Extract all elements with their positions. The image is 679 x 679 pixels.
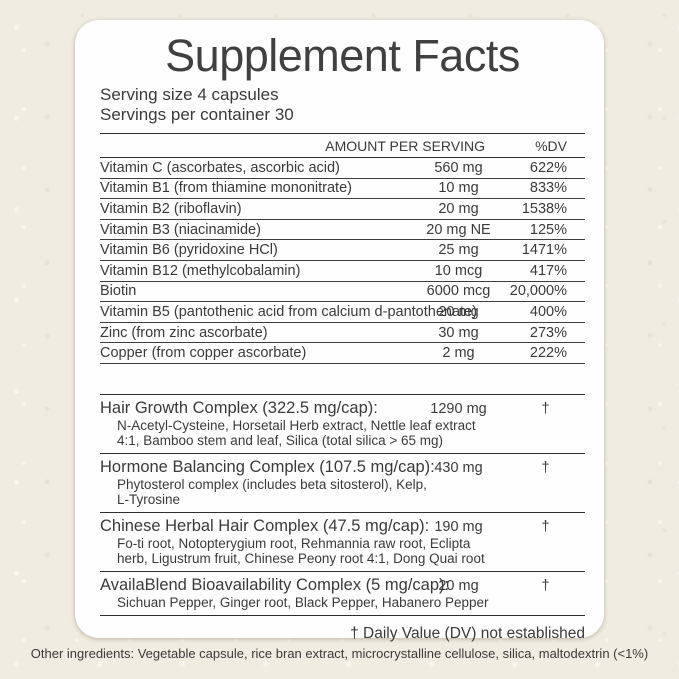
nutrient-dv: 417% xyxy=(529,262,567,279)
supplement-facts-card: Supplement Facts Serving size 4 capsules… xyxy=(75,20,604,642)
complex-header-row: AvailaBlend Bioavailability Complex (5 m… xyxy=(100,576,585,595)
complex-name: AvailaBlend Bioavailability Complex (5 m… xyxy=(100,575,450,594)
complex-dv-dagger: † xyxy=(541,400,550,417)
serving-size: Serving size 4 capsules xyxy=(100,85,279,104)
label-title: Supplement Facts xyxy=(165,30,520,81)
nutrient-amount: 20 mg xyxy=(438,303,479,320)
complexes-table: Hair Growth Complex (322.5 mg/cap): 1290… xyxy=(100,393,585,616)
complex-name: Hormone Balancing Complex (107.5 mg/cap)… xyxy=(100,457,435,476)
nutrient-row: Vitamin B2 (riboflavin) 20 mg 1538% xyxy=(100,199,585,220)
complex-amount: 190 mg xyxy=(434,518,483,535)
nutrient-dv: 125% xyxy=(529,221,567,238)
other-ingredients: Other ingredients: Vegetable capsule, ri… xyxy=(30,646,649,661)
complex-section: Chinese Herbal Hair Complex (47.5 mg/cap… xyxy=(100,513,585,572)
nutrient-name: Vitamin B1 (from thiamine mononitrate) xyxy=(100,180,352,197)
nutrient-amount: 20 mg NE xyxy=(426,221,491,238)
nutrient-amount: 560 mg xyxy=(434,159,483,176)
nutrient-row: Vitamin B12 (methylcobalamin) 10 mcg 417… xyxy=(100,261,585,282)
nutrient-name: Vitamin B12 (methylcobalamin) xyxy=(100,262,301,279)
complex-header-row: Hair Growth Complex (322.5 mg/cap): 1290… xyxy=(100,399,585,418)
complex-section: Hormone Balancing Complex (107.5 mg/cap)… xyxy=(100,454,585,513)
servings-per-container: Servings per container 30 xyxy=(100,105,294,124)
nutrient-name: Vitamin B2 (riboflavin) xyxy=(100,200,242,217)
complex-amount: 20 mg xyxy=(438,577,479,594)
nutrient-row: Biotin 6000 mcg 20,000% xyxy=(100,282,585,303)
nutrient-amount: 10 mcg xyxy=(434,262,483,279)
complex-dv-dagger: † xyxy=(541,518,550,535)
nutrient-row: Vitamin B6 (pyridoxine HCl) 25 mg 1471% xyxy=(100,240,585,261)
complex-ingredients: Sichuan Pepper, Ginger root, Black Peppe… xyxy=(117,594,489,610)
complex-header-row: Hormone Balancing Complex (107.5 mg/cap)… xyxy=(100,458,585,477)
nutrient-name: Vitamin B5 (pantothenic acid from calciu… xyxy=(100,303,477,320)
nutrient-dv: 273% xyxy=(529,324,567,341)
section-gap xyxy=(100,364,585,394)
nutrient-row: Vitamin B5 (pantothenic acid from calciu… xyxy=(100,302,585,323)
complex-dv-dagger: † xyxy=(541,459,550,476)
nutrient-amount: 25 mg xyxy=(438,242,479,259)
complex-name: Hair Growth Complex (322.5 mg/cap): xyxy=(100,398,378,417)
nutrient-dv: 20,000% xyxy=(509,283,567,300)
nutrient-name: Vitamin B6 (pyridoxine HCl) xyxy=(100,242,278,259)
nutrient-amount: 20 mg xyxy=(438,200,479,217)
nutrient-name: Zinc (from zinc ascorbate) xyxy=(100,324,268,341)
nutrient-dv: 1471% xyxy=(521,242,567,259)
column-header-amount: AMOUNT PER SERVING xyxy=(325,138,485,154)
nutrient-dv: 622% xyxy=(529,159,567,176)
nutrient-row: Vitamin B3 (niacinamide) 20 mg NE 125% xyxy=(100,220,585,241)
nutrient-row: Zinc (from zinc ascorbate) 30 mg 273% xyxy=(100,323,585,344)
complex-section: AvailaBlend Bioavailability Complex (5 m… xyxy=(100,572,585,616)
nutrient-amount: 10 mg xyxy=(438,180,479,197)
serving-info: Serving size 4 capsules Servings per con… xyxy=(100,85,585,125)
complex-ingredients: Fo-ti root, Notopterygium root, Rehmanni… xyxy=(117,535,485,566)
complex-ingredients: N-Acetyl-Cysteine, Horsetail Herb extrac… xyxy=(117,417,476,448)
dv-footnote: † Daily Value (DV) not established xyxy=(350,624,585,642)
nutrient-row: Vitamin C (ascorbates, ascorbic acid) 56… xyxy=(100,158,585,179)
complex-amount: 1290 mg xyxy=(430,400,487,417)
nutrient-amount: 6000 mcg xyxy=(426,283,491,300)
nutrient-name: Biotin xyxy=(100,283,137,300)
nutrient-dv: 833% xyxy=(529,180,567,197)
nutrient-row: Vitamin B1 (from thiamine mononitrate) 1… xyxy=(100,179,585,200)
nutrient-amount: 2 mg xyxy=(442,345,475,362)
complex-ingredients: Phytosterol complex (includes beta sitos… xyxy=(117,476,427,507)
nutrient-name: Vitamin B3 (niacinamide) xyxy=(100,221,261,238)
top-divider xyxy=(100,133,585,134)
table-header-row: AMOUNT PER SERVING %DV xyxy=(100,134,585,158)
nutrient-dv: 1538% xyxy=(521,200,567,217)
complex-header-row: Chinese Herbal Hair Complex (47.5 mg/cap… xyxy=(100,517,585,536)
complex-amount: 430 mg xyxy=(434,459,483,476)
column-header-dv: %DV xyxy=(535,138,567,154)
nutrient-name: Vitamin C (ascorbates, ascorbic acid) xyxy=(100,159,340,176)
nutrient-amount: 30 mg xyxy=(438,324,479,341)
nutrient-name: Copper (from copper ascorbate) xyxy=(100,345,307,362)
nutrient-row: Copper (from copper ascorbate) 2 mg 222% xyxy=(100,343,585,364)
complex-name: Chinese Herbal Hair Complex (47.5 mg/cap… xyxy=(100,516,430,535)
nutrient-dv: 400% xyxy=(529,303,567,320)
nutrient-dv: 222% xyxy=(529,345,567,362)
complex-dv-dagger: † xyxy=(541,577,550,594)
complex-section: Hair Growth Complex (322.5 mg/cap): 1290… xyxy=(100,395,585,454)
nutrients-table: Vitamin C (ascorbates, ascorbic acid) 56… xyxy=(100,158,585,364)
